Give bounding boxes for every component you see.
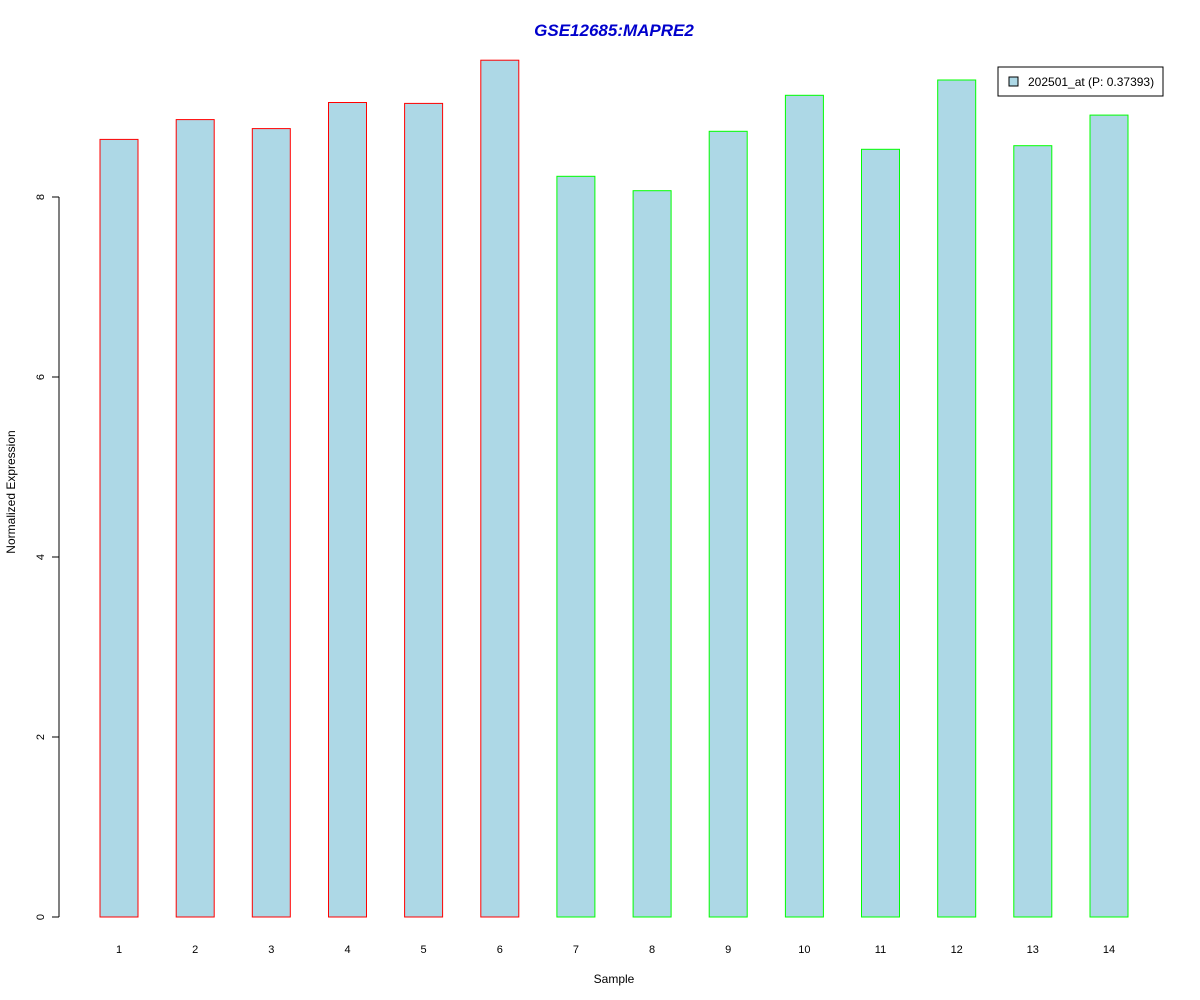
y-tick-label: 0 — [35, 914, 47, 920]
x-tick-label: 10 — [798, 944, 810, 956]
x-tick-label: 4 — [344, 944, 350, 956]
bar-sample-1 — [99, 138, 139, 918]
bar-sample-3 — [251, 128, 291, 918]
bar-sample-2 — [175, 119, 215, 918]
x-tick-labels: 1 2 3 4 5 6 7 8 9 10 11 12 13 14 — [116, 944, 1115, 956]
x-tick-label: 11 — [875, 944, 886, 956]
bar-sample-6 — [480, 59, 520, 918]
bar-sample-4 — [328, 102, 367, 918]
bar-sample-14 — [1089, 114, 1129, 918]
bar-sample-11 — [861, 148, 900, 918]
legend-box — [997, 66, 1164, 97]
bar-sample-5 — [404, 102, 444, 918]
x-tick-label: 12 — [951, 944, 963, 956]
y-tick-label: 2 — [35, 734, 47, 740]
x-tick-label: 13 — [1027, 944, 1039, 956]
x-tick-label: 7 — [573, 944, 579, 956]
x-axis-label: Sample — [594, 972, 635, 986]
bar-sample-8 — [632, 190, 672, 918]
x-tick-label: 2 — [192, 944, 198, 956]
y-tick-label: 4 — [35, 554, 47, 560]
legend: 202501_at (P: 0.37393) — [997, 66, 1164, 97]
x-tick-label: 6 — [497, 944, 503, 956]
bar-sample-13 — [1013, 145, 1053, 918]
bars-group — [99, 59, 1129, 918]
y-axis: 0 2 4 6 8 — [35, 194, 60, 920]
legend-swatch — [1008, 76, 1019, 87]
x-tick-label: 14 — [1103, 944, 1115, 956]
chart-title: GSE12685:MAPRE2 — [534, 21, 694, 40]
bar-sample-7 — [556, 175, 596, 918]
bar-sample-9 — [708, 130, 748, 918]
x-tick-label: 8 — [649, 944, 655, 956]
y-axis-label: Normalized Expression — [4, 430, 18, 553]
x-tick-label: 1 — [116, 944, 122, 956]
x-tick-label: 9 — [725, 944, 731, 956]
y-tick-label: 8 — [35, 194, 47, 200]
bar-sample-10 — [784, 94, 824, 918]
bar-sample-12 — [937, 79, 977, 918]
legend-label: 202501_at (P: 0.37393) — [1028, 75, 1154, 89]
y-tick-label: 6 — [35, 374, 47, 380]
x-tick-label: 5 — [421, 944, 427, 956]
x-tick-label: 3 — [268, 944, 274, 956]
